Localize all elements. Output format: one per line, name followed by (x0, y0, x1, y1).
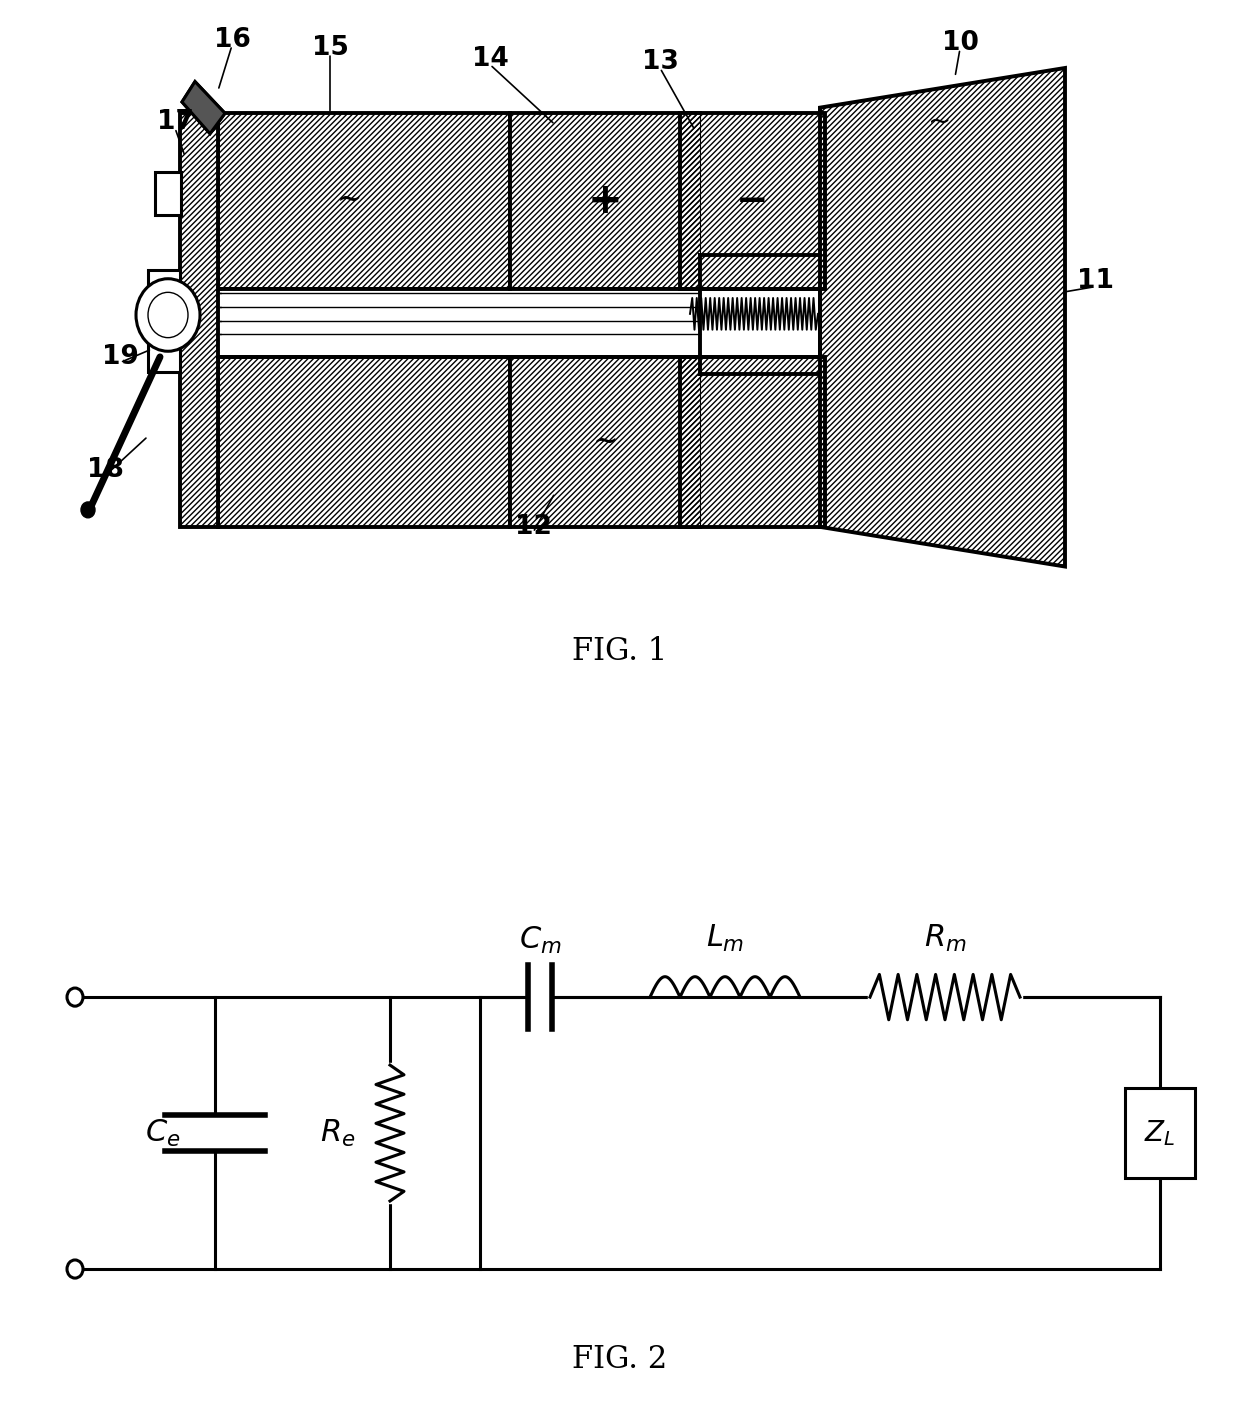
Polygon shape (182, 81, 224, 133)
Bar (155, 173, 181, 215)
Bar (510, 357, 701, 527)
Text: 12: 12 (515, 514, 552, 540)
Text: 13: 13 (641, 49, 678, 76)
Text: FIG. 2: FIG. 2 (573, 1345, 667, 1375)
Text: 17: 17 (156, 110, 193, 135)
Text: +: + (588, 180, 622, 222)
Text: 15: 15 (311, 35, 348, 60)
Text: $R_m$: $R_m$ (924, 923, 966, 954)
Circle shape (136, 278, 200, 351)
Text: 11: 11 (1076, 268, 1114, 294)
Text: $Z_L$: $Z_L$ (1145, 1118, 1176, 1148)
Polygon shape (182, 81, 224, 133)
Bar (680, 114, 825, 289)
Circle shape (67, 988, 83, 1006)
Text: 19: 19 (102, 344, 139, 370)
Bar (510, 114, 701, 289)
Bar (218, 357, 510, 527)
Bar (218, 114, 510, 289)
Bar (510, 114, 701, 289)
Bar (680, 357, 825, 527)
Circle shape (81, 502, 95, 518)
Bar (680, 114, 825, 289)
Text: $C_e$: $C_e$ (145, 1117, 180, 1149)
Text: −: − (735, 181, 769, 219)
Text: 10: 10 (941, 30, 978, 56)
Polygon shape (820, 67, 1065, 566)
Text: ~: ~ (337, 185, 363, 216)
Bar (148, 270, 180, 372)
Bar (680, 357, 825, 527)
Bar (1125, 1087, 1195, 1179)
Bar (510, 357, 701, 527)
Text: ~: ~ (929, 108, 951, 136)
Text: ~: ~ (593, 426, 618, 458)
Circle shape (67, 1260, 83, 1279)
Text: FIG. 1: FIG. 1 (573, 636, 667, 667)
Text: 18: 18 (87, 457, 124, 483)
Text: $R_e$: $R_e$ (320, 1117, 355, 1149)
Text: $C_m$: $C_m$ (518, 924, 562, 955)
Bar (180, 114, 218, 527)
Bar (180, 114, 218, 527)
Bar (218, 114, 510, 289)
Bar (218, 357, 510, 527)
Text: 16: 16 (213, 27, 250, 52)
Text: $L_m$: $L_m$ (706, 923, 744, 954)
Text: 14: 14 (471, 46, 508, 72)
